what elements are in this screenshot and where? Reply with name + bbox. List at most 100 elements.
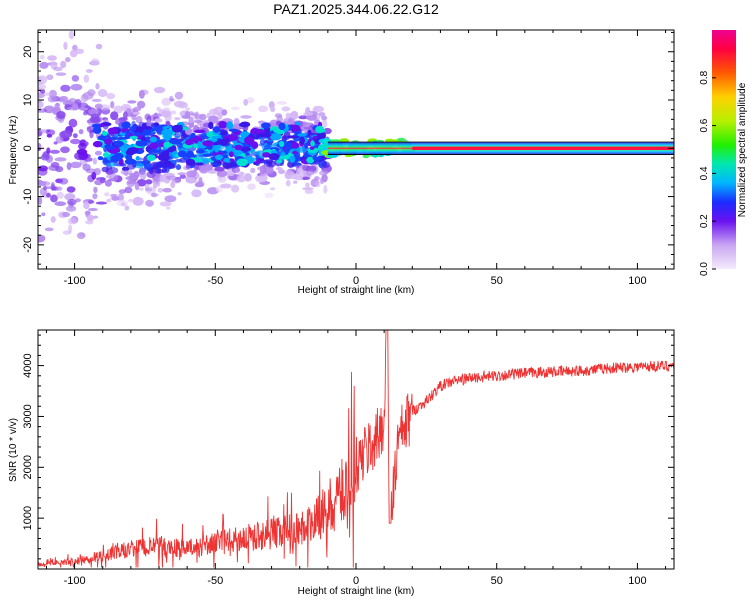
y-tick-label: 20 [22,46,34,58]
heatmap-cell [134,162,144,169]
heatmap-cell [46,186,52,190]
heatmap-cell [258,105,269,113]
heatmap-cell [161,128,173,137]
heatmap-cell [85,69,93,73]
heatmap-cell [59,131,66,138]
heatmap-cell [136,179,147,187]
heatmap-cell [250,127,260,135]
heatmap-cell [38,168,48,176]
heatmap-cell [109,173,118,182]
y-tick-label: 1000 [22,506,34,530]
heatmap-cell [276,101,288,105]
heatmap-cell [92,157,98,165]
heatmap-cell [259,138,266,146]
heatmap-cell [313,105,325,113]
heatmap-cell [185,107,190,111]
heatmap-cell [139,171,147,180]
heatmap-cell [173,100,186,108]
snr-y-axis-label: SNR (10 * v/v) [8,418,19,482]
heatmap-cell [102,152,110,158]
heatmap-cell [246,137,255,146]
heatmap-cell [239,146,252,152]
heatmap-cell [221,109,228,116]
heatmap-cell [149,136,158,143]
heatmap-cell [223,157,233,163]
heatmap-cell [304,189,314,194]
heatmap-cell [296,146,307,153]
heatmap-cell [71,102,79,111]
bottom-x-ticks: -100 -50 0 50 100 [45,330,667,587]
heatmap-cell [38,196,43,205]
heatmap-cell [185,158,196,166]
heatmap-cell [175,164,182,171]
heatmap-cell [104,192,110,197]
heatmap-cell [286,135,299,139]
heatmap-cell [39,235,45,239]
heatmap-cell [68,98,77,104]
heatmap-cell [113,105,124,114]
heatmap-cell [119,132,126,136]
y-tick-label: -10 [22,189,34,205]
heatmap-cell [152,182,158,189]
heatmap-cell [243,173,252,182]
snr-x-axis-label: Height of straight line (km) [298,586,415,597]
heatmap-cell [43,185,48,191]
heatmap-cell [50,181,55,189]
heatmap-cell [268,153,280,161]
heatmap-cell [106,198,111,203]
heatmap-cell [152,113,162,118]
heatmap-cell [306,156,315,164]
heatmap-cell [97,135,107,141]
heatmap-cell [67,217,77,225]
heatmap-cell [179,174,187,179]
heatmap-cell [42,151,50,159]
heatmap-cell [87,89,96,97]
heatmap-cell [177,150,187,158]
heatmap-cell [185,139,194,146]
heatmap-cell [169,98,175,102]
colorbar-label: Normalized spectral amplitude [737,82,748,217]
heatmap-cell [70,83,83,91]
heatmap-cell [287,117,294,123]
heatmap-cell [55,165,64,173]
heatmap-cell [279,141,285,147]
heatmap-cell [174,132,181,139]
heatmap-cell [278,122,286,131]
heatmap-cell [247,183,256,190]
heatmap-cell [321,115,328,121]
heatmap-cell [179,110,190,118]
heatmap-cell [276,159,283,164]
heatmap-cell [89,129,94,139]
heatmap-cell [215,154,224,161]
bottom-y-ticks: 1000 2000 3000 4000 [22,334,674,560]
heatmap-cell [258,173,268,182]
heatmap-cell [164,113,172,122]
heatmap-cell [202,140,214,147]
heatmap-cell [153,118,163,123]
x-tick-label: 0 [353,575,359,587]
heatmap-cell [141,130,152,136]
heatmap-cell [239,171,245,176]
heatmap-cell [218,138,229,146]
heatmap-cell [170,110,177,115]
heatmap-cell [292,180,298,184]
heatmap-cell [163,160,172,165]
heatmap-cell [69,138,81,145]
heatmap-cell [195,162,204,166]
heatmap-cell [135,156,140,161]
heatmap-cell [129,135,139,140]
heatmap-cell [170,181,176,189]
heatmap-cell [99,123,106,128]
heatmap-cell [146,170,156,179]
heatmap-cell [106,92,116,100]
heatmap-cell [177,172,186,176]
heatmap-cell [218,120,228,129]
heatmap-cell [321,173,328,183]
heatmap-cell [201,153,214,157]
heatmap-cell [82,163,91,171]
heatmap-cell [60,84,71,92]
heatmap-cell [124,158,137,165]
heatmap-cell [289,112,298,120]
heatmap-cell [199,157,211,164]
